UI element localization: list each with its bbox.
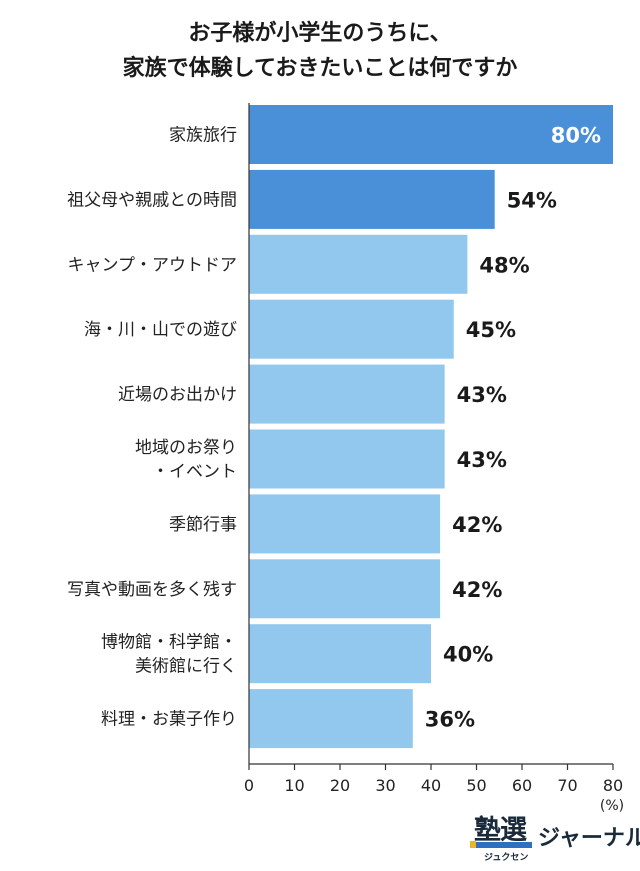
category-label-1: 祖父母や親戚との時間	[67, 190, 237, 210]
value-label-3: 45%	[466, 318, 516, 342]
chart-title: お子様が小学生のうちに、 家族で体験しておきたいことは何ですか	[0, 16, 640, 86]
category-label-3: 海・川・山での遊び	[84, 320, 237, 340]
category-label-7: 写真や動画を多く残す	[67, 580, 237, 600]
value-label-8: 40%	[443, 643, 493, 667]
category-label-4: 近場のお出かけ	[118, 385, 237, 405]
value-label-7: 42%	[452, 578, 502, 602]
bar-7	[249, 559, 441, 619]
category-label-2: キャンプ・アウトドア	[68, 255, 238, 275]
x-tick-label-5: 50	[466, 776, 486, 795]
x-tick-label-2: 20	[330, 776, 350, 795]
category-label-0: 家族旅行	[169, 126, 237, 146]
category-label-8-0: 博物館・科学館・	[101, 633, 237, 653]
value-label-2: 48%	[479, 253, 529, 277]
brand-logo: 塾選 ジャーナル ジュクセン	[470, 808, 640, 864]
x-tick-label-6: 60	[512, 776, 532, 795]
x-tick-label-8: 80	[603, 776, 623, 795]
x-tick-label-4: 40	[421, 776, 441, 795]
x-tick-label-3: 30	[375, 776, 395, 795]
bar-9	[249, 689, 413, 749]
bar-6	[249, 494, 441, 554]
category-label-9: 料理・お菓子作り	[101, 710, 237, 730]
bar-4	[249, 364, 445, 424]
logo-underline-mark	[476, 842, 532, 848]
logo-subtitle: ジュクセン	[484, 853, 529, 863]
x-tick-label-1: 10	[284, 776, 304, 795]
chart-title-line-2: 家族で体験しておきたいことは何ですか	[122, 56, 518, 81]
value-label-9: 36%	[425, 708, 475, 732]
category-label-5-0: 地域のお祭り	[135, 438, 237, 458]
logo-dot-mark	[470, 841, 476, 848]
logo-kana: ジャーナル	[538, 826, 640, 851]
bar-0	[249, 105, 613, 164]
bar-2	[249, 234, 468, 294]
x-axis-unit: (%)	[600, 798, 624, 814]
bar-5	[249, 429, 445, 489]
category-label-5-1: ・イベント	[152, 462, 237, 482]
value-label-1: 54%	[507, 188, 557, 212]
chart-title-line-1: お子様が小学生のうちに、	[188, 21, 452, 46]
x-tick-label-0: 0	[244, 776, 254, 795]
x-tick-label-7: 70	[557, 776, 577, 795]
value-label-6: 42%	[452, 513, 502, 537]
bar-1	[249, 169, 495, 229]
bar-3	[249, 299, 454, 359]
bar-8	[249, 624, 431, 684]
category-label-8-1: 美術館に行く	[135, 657, 237, 677]
value-label-4: 43%	[457, 383, 507, 407]
logo-kanji: 塾選	[474, 815, 527, 846]
value-label-0: 80%	[551, 124, 601, 148]
value-label-5: 43%	[457, 448, 507, 472]
category-label-6: 季節行事	[169, 515, 237, 535]
